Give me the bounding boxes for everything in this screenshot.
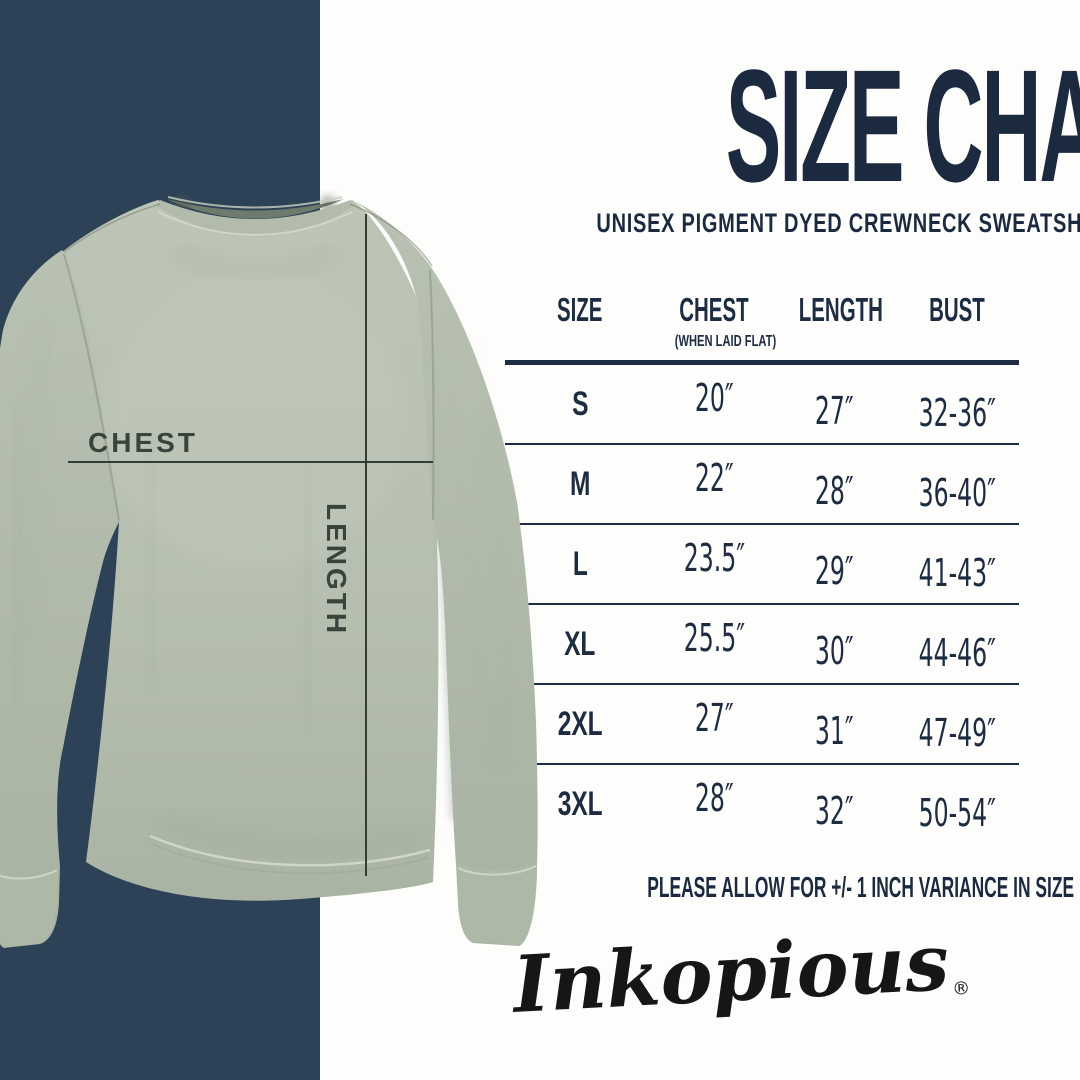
- table-row: S 20″ 27″ 32-36″: [505, 365, 1019, 445]
- chest-cell: 20″: [694, 376, 734, 420]
- length-cell: 28″: [814, 469, 854, 513]
- chest-cell: 23.5″: [683, 536, 745, 580]
- bust-cell: 36-40″: [918, 471, 996, 515]
- size-cell: L: [572, 544, 588, 583]
- bust-cell: 47-49″: [918, 711, 996, 755]
- chest-diagram-label: CHEST: [88, 427, 198, 458]
- length-cell: 32″: [814, 789, 854, 833]
- variance-note: PLEASE ALLOW FOR +/- 1 INCH VARIANCE IN …: [647, 872, 1075, 904]
- page-title: SIZE CHART: [725, 36, 1080, 215]
- size-table: SIZE CHEST LENGTH BUST (WHEN LAID FLAT) …: [505, 283, 1019, 843]
- length-cell: 30″: [814, 629, 854, 673]
- column-header-chest: CHEST: [679, 291, 749, 328]
- product-subtitle: UNISEX PIGMENT DYED CREWNECK SWEATSHIRT: [596, 208, 1080, 238]
- registered-trademark-icon: ®: [951, 977, 971, 1000]
- length-cell: 27″: [814, 389, 854, 433]
- table-row: M 22″ 28″ 36-40″: [505, 445, 1019, 525]
- length-cell: 31″: [814, 709, 854, 753]
- chest-measure-line: [68, 461, 433, 463]
- brand-logo-text: Inkopious: [510, 917, 952, 1031]
- length-measure-line: [365, 214, 367, 876]
- length-cell: 29″: [814, 549, 854, 593]
- bust-cell: 41-43″: [918, 551, 996, 595]
- bust-cell: 44-46″: [918, 631, 996, 675]
- chest-cell: 25.5″: [683, 616, 745, 660]
- table-row: L 23.5″ 29″ 41-43″: [505, 525, 1019, 605]
- table-row: 2XL 27″ 31″ 47-49″: [505, 685, 1019, 765]
- column-header-bust: BUST: [929, 291, 985, 328]
- brand-logo: Inkopious®: [488, 915, 992, 1032]
- size-cell: M: [569, 464, 591, 503]
- chest-cell: 28″: [694, 776, 734, 820]
- size-cell: 2XL: [557, 704, 603, 743]
- table-row: 3XL 28″ 32″ 50-54″: [505, 765, 1019, 843]
- size-cell: S: [571, 384, 589, 423]
- column-header-size: SIZE: [557, 291, 603, 328]
- chest-cell: 22″: [694, 456, 734, 500]
- bust-cell: 50-54″: [918, 791, 996, 835]
- size-cell: XL: [564, 624, 596, 663]
- chest-header-note: (WHEN LAID FLAT): [674, 333, 777, 350]
- chest-cell: 27″: [694, 696, 734, 740]
- bust-cell: 32-36″: [918, 391, 996, 435]
- length-diagram-label: LENGTH: [321, 503, 352, 637]
- column-header-length: LENGTH: [798, 291, 883, 328]
- size-cell: 3XL: [557, 784, 603, 823]
- size-table-header: SIZE CHEST LENGTH BUST (WHEN LAID FLAT): [505, 283, 1019, 365]
- table-row: XL 25.5″ 30″ 44-46″: [505, 605, 1019, 685]
